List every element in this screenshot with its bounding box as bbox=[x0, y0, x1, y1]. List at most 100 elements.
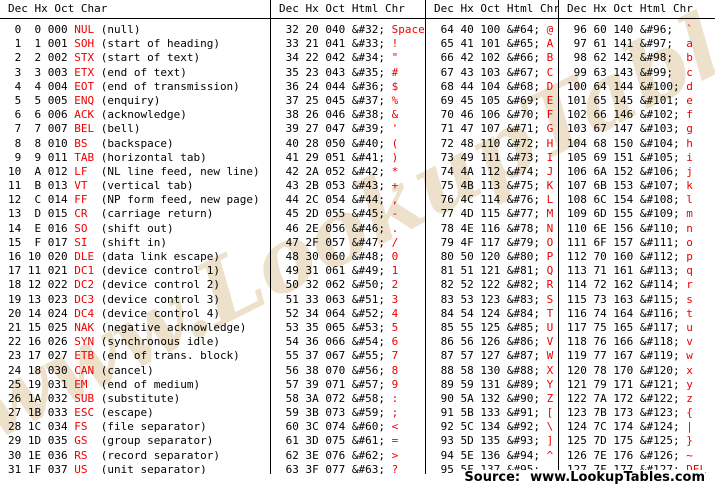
table-row: 92 5C 134 &#92; \ bbox=[434, 420, 554, 434]
table-row: 123 7B 173 &#123; { bbox=[567, 406, 693, 420]
table-row: 15 F 017 SI (shift in) bbox=[8, 235, 167, 249]
source-url: www.LookupTables.com bbox=[530, 470, 705, 485]
table-row: 127 7F 177 &#127; DEL bbox=[567, 462, 707, 474]
table-row: 68 44 104 &#68; D bbox=[434, 79, 554, 93]
table-row: 16 10 020 DLE (data link escape) bbox=[8, 250, 220, 263]
table-row: 21 15 025 NAK (negative acknowledge) bbox=[8, 320, 247, 334]
table-row: 35 23 043 &#35; # bbox=[279, 65, 399, 79]
table-row: 2 2 002 STX (start of text) bbox=[8, 51, 201, 65]
table-row: 54 36 066 &#54; 6 bbox=[279, 335, 399, 349]
table-row: 80 50 120 &#80; P bbox=[434, 250, 554, 263]
table-row: 20 14 024 DC4 (device control 4) bbox=[8, 306, 220, 320]
table-row: 49 31 061 &#49; 1 bbox=[279, 264, 399, 278]
table-row: 27 1B 033 ESC (escape) bbox=[8, 406, 154, 420]
printable-column-96-127: Dec Hx Oct Html Chr 96 60 140 &#96; ` 97… bbox=[558, 0, 715, 474]
table-row: 18 12 022 DC2 (device control 2) bbox=[8, 278, 220, 292]
table-row: 1 1 001 SOH (start of heading) bbox=[8, 37, 220, 51]
table-row: 103 67 147 &#103; g bbox=[567, 122, 693, 136]
table-row: 96 60 140 &#96; ` bbox=[567, 23, 693, 36]
table-row: 65 41 101 &#65; A bbox=[434, 37, 554, 51]
table-row: 112 70 160 &#112; p bbox=[567, 250, 693, 263]
table-row: 44 2C 054 &#44; , bbox=[279, 193, 399, 207]
table-row: 119 77 167 &#119; w bbox=[567, 349, 693, 363]
table-row: 28 1C 034 FS (file separator) bbox=[8, 420, 207, 434]
table-row: 46 2E 056 &#46; . bbox=[279, 221, 399, 235]
table-row: 34 22 042 &#34; " bbox=[279, 51, 399, 65]
table-row: 52 34 064 &#52; 4 bbox=[279, 306, 399, 320]
table-row: 14 E 016 SO (shift out) bbox=[8, 221, 174, 235]
table-row: 8 8 010 BS (backspace) bbox=[8, 136, 174, 150]
table-row: 7 7 007 BEL (bell) bbox=[8, 122, 141, 136]
table-row: 26 1A 032 SUB (substitute) bbox=[8, 391, 181, 405]
table-row: 11 B 013 VT (vertical tab) bbox=[8, 179, 194, 193]
table-row: 125 7D 175 &#125; } bbox=[567, 434, 693, 448]
table-row: 105 69 151 &#105; i bbox=[567, 150, 693, 164]
table-row: 40 28 050 &#40; ( bbox=[279, 136, 399, 150]
table-row: 22 16 026 SYN (synchronous idle) bbox=[8, 335, 220, 349]
table-row: 110 6E 156 &#110; n bbox=[567, 221, 693, 235]
table-row: 120 78 170 &#120; x bbox=[567, 363, 693, 377]
table-row: 0 0 000 NUL (null) bbox=[8, 23, 141, 36]
table-row: 9 9 011 TAB (horizontal tab) bbox=[8, 150, 207, 164]
table-row: 108 6C 154 &#108; l bbox=[567, 193, 693, 207]
column-headers: Dec Hx Oct Html Chr bbox=[559, 0, 715, 19]
table-row: 107 6B 153 &#107; k bbox=[567, 179, 693, 193]
table-row: 116 74 164 &#116; t bbox=[567, 306, 693, 320]
table-row: 56 38 070 &#56; 8 bbox=[279, 363, 399, 377]
table-row: 126 7E 176 &#126; ~ bbox=[567, 448, 693, 462]
table-row: 41 29 051 &#41; ) bbox=[279, 150, 399, 164]
table-row: 72 48 110 &#72; H bbox=[434, 136, 554, 150]
table-row: 45 2D 055 &#45; - bbox=[279, 207, 399, 221]
table-row: 39 27 047 &#39; ' bbox=[279, 122, 399, 136]
table-row: 61 3D 075 &#61; = bbox=[279, 434, 399, 448]
table-row: 91 5B 133 &#91; [ bbox=[434, 406, 554, 420]
table-row: 97 61 141 &#97; a bbox=[567, 37, 693, 51]
column-headers: Dec Hx Oct Html Chr bbox=[426, 0, 558, 19]
source-attribution: Source: www.LookupTables.com bbox=[458, 470, 705, 485]
column-headers: Dec Hx Oct Char bbox=[0, 0, 270, 19]
table-row: 23 17 027 ETB (end of trans. block) bbox=[8, 349, 240, 363]
table-row: 5 5 005 ENQ (enquiry) bbox=[8, 93, 161, 107]
table-row: 78 4E 116 &#78; N bbox=[434, 221, 554, 235]
table-row: 104 68 150 &#104; h bbox=[567, 136, 693, 150]
table-row: 111 6F 157 &#111; o bbox=[567, 235, 693, 249]
table-row: 6 6 006 ACK (acknowledge) bbox=[8, 108, 187, 122]
table-row: 36 24 044 &#36; $ bbox=[279, 79, 399, 93]
table-row: 33 21 041 &#33; ! bbox=[279, 37, 399, 51]
table-row: 77 4D 115 &#77; M bbox=[434, 207, 554, 221]
table-row: 30 1E 036 RS (record separator) bbox=[8, 448, 220, 462]
control-chars-column: Dec Hx Oct Char 0 0 000 NUL (null) 1 1 0… bbox=[0, 0, 270, 474]
table-row: 66 42 102 &#66; B bbox=[434, 51, 554, 65]
table-row: 48 30 060 &#48; 0 bbox=[279, 250, 399, 263]
table-row: 124 7C 174 &#124; | bbox=[567, 420, 693, 434]
table-row: 60 3C 074 &#60; < bbox=[279, 420, 399, 434]
table-row: 109 6D 155 &#109; m bbox=[567, 207, 693, 221]
table-row: 67 43 103 &#67; C bbox=[434, 65, 554, 79]
table-row: 57 39 071 &#57; 9 bbox=[279, 377, 399, 391]
printable-column-64-95: Dec Hx Oct Html Chr 64 40 100 &#64; @ 65… bbox=[425, 0, 558, 474]
table-row: 4 4 004 EOT (end of transmission) bbox=[8, 79, 240, 93]
table-row: 17 11 021 DC1 (device control 1) bbox=[8, 264, 220, 278]
table-row: 89 59 131 &#89; Y bbox=[434, 377, 554, 391]
table-row: 58 3A 072 &#58; : bbox=[279, 391, 399, 405]
table-row: 3 3 003 ETX (end of text) bbox=[8, 65, 187, 79]
table-row: 38 26 046 &#38; & bbox=[279, 108, 399, 122]
table-row: 37 25 045 &#37; % bbox=[279, 93, 399, 107]
table-row: 101 65 145 &#101; e bbox=[567, 93, 693, 107]
table-row: 81 51 121 &#81; Q bbox=[434, 264, 554, 278]
table-row: 73 49 111 &#73; I bbox=[434, 150, 554, 164]
table-row: 47 2F 057 &#47; / bbox=[279, 235, 399, 249]
column-headers: Dec Hx Oct Html Chr bbox=[271, 0, 425, 19]
table-row: 100 64 144 &#100; d bbox=[567, 79, 693, 93]
table-row: 122 7A 172 &#122; z bbox=[567, 391, 693, 405]
table-row: 10 A 012 LF (NL line feed, new line) bbox=[8, 164, 260, 178]
table-row: 64 40 100 &#64; @ bbox=[434, 23, 554, 36]
table-row: 31 1F 037 US (unit separator) bbox=[8, 462, 207, 474]
table-row: 24 18 030 CAN (cancel) bbox=[8, 363, 154, 377]
table-row: 94 5E 136 &#94; ^ bbox=[434, 448, 554, 462]
table-row: 115 73 163 &#115; s bbox=[567, 292, 693, 306]
table-row: 113 71 161 &#113; q bbox=[567, 264, 693, 278]
table-row: 99 63 143 &#99; c bbox=[567, 65, 693, 79]
table-row: 63 3F 077 &#63; ? bbox=[279, 462, 399, 474]
table-row: 50 32 062 &#50; 2 bbox=[279, 278, 399, 292]
